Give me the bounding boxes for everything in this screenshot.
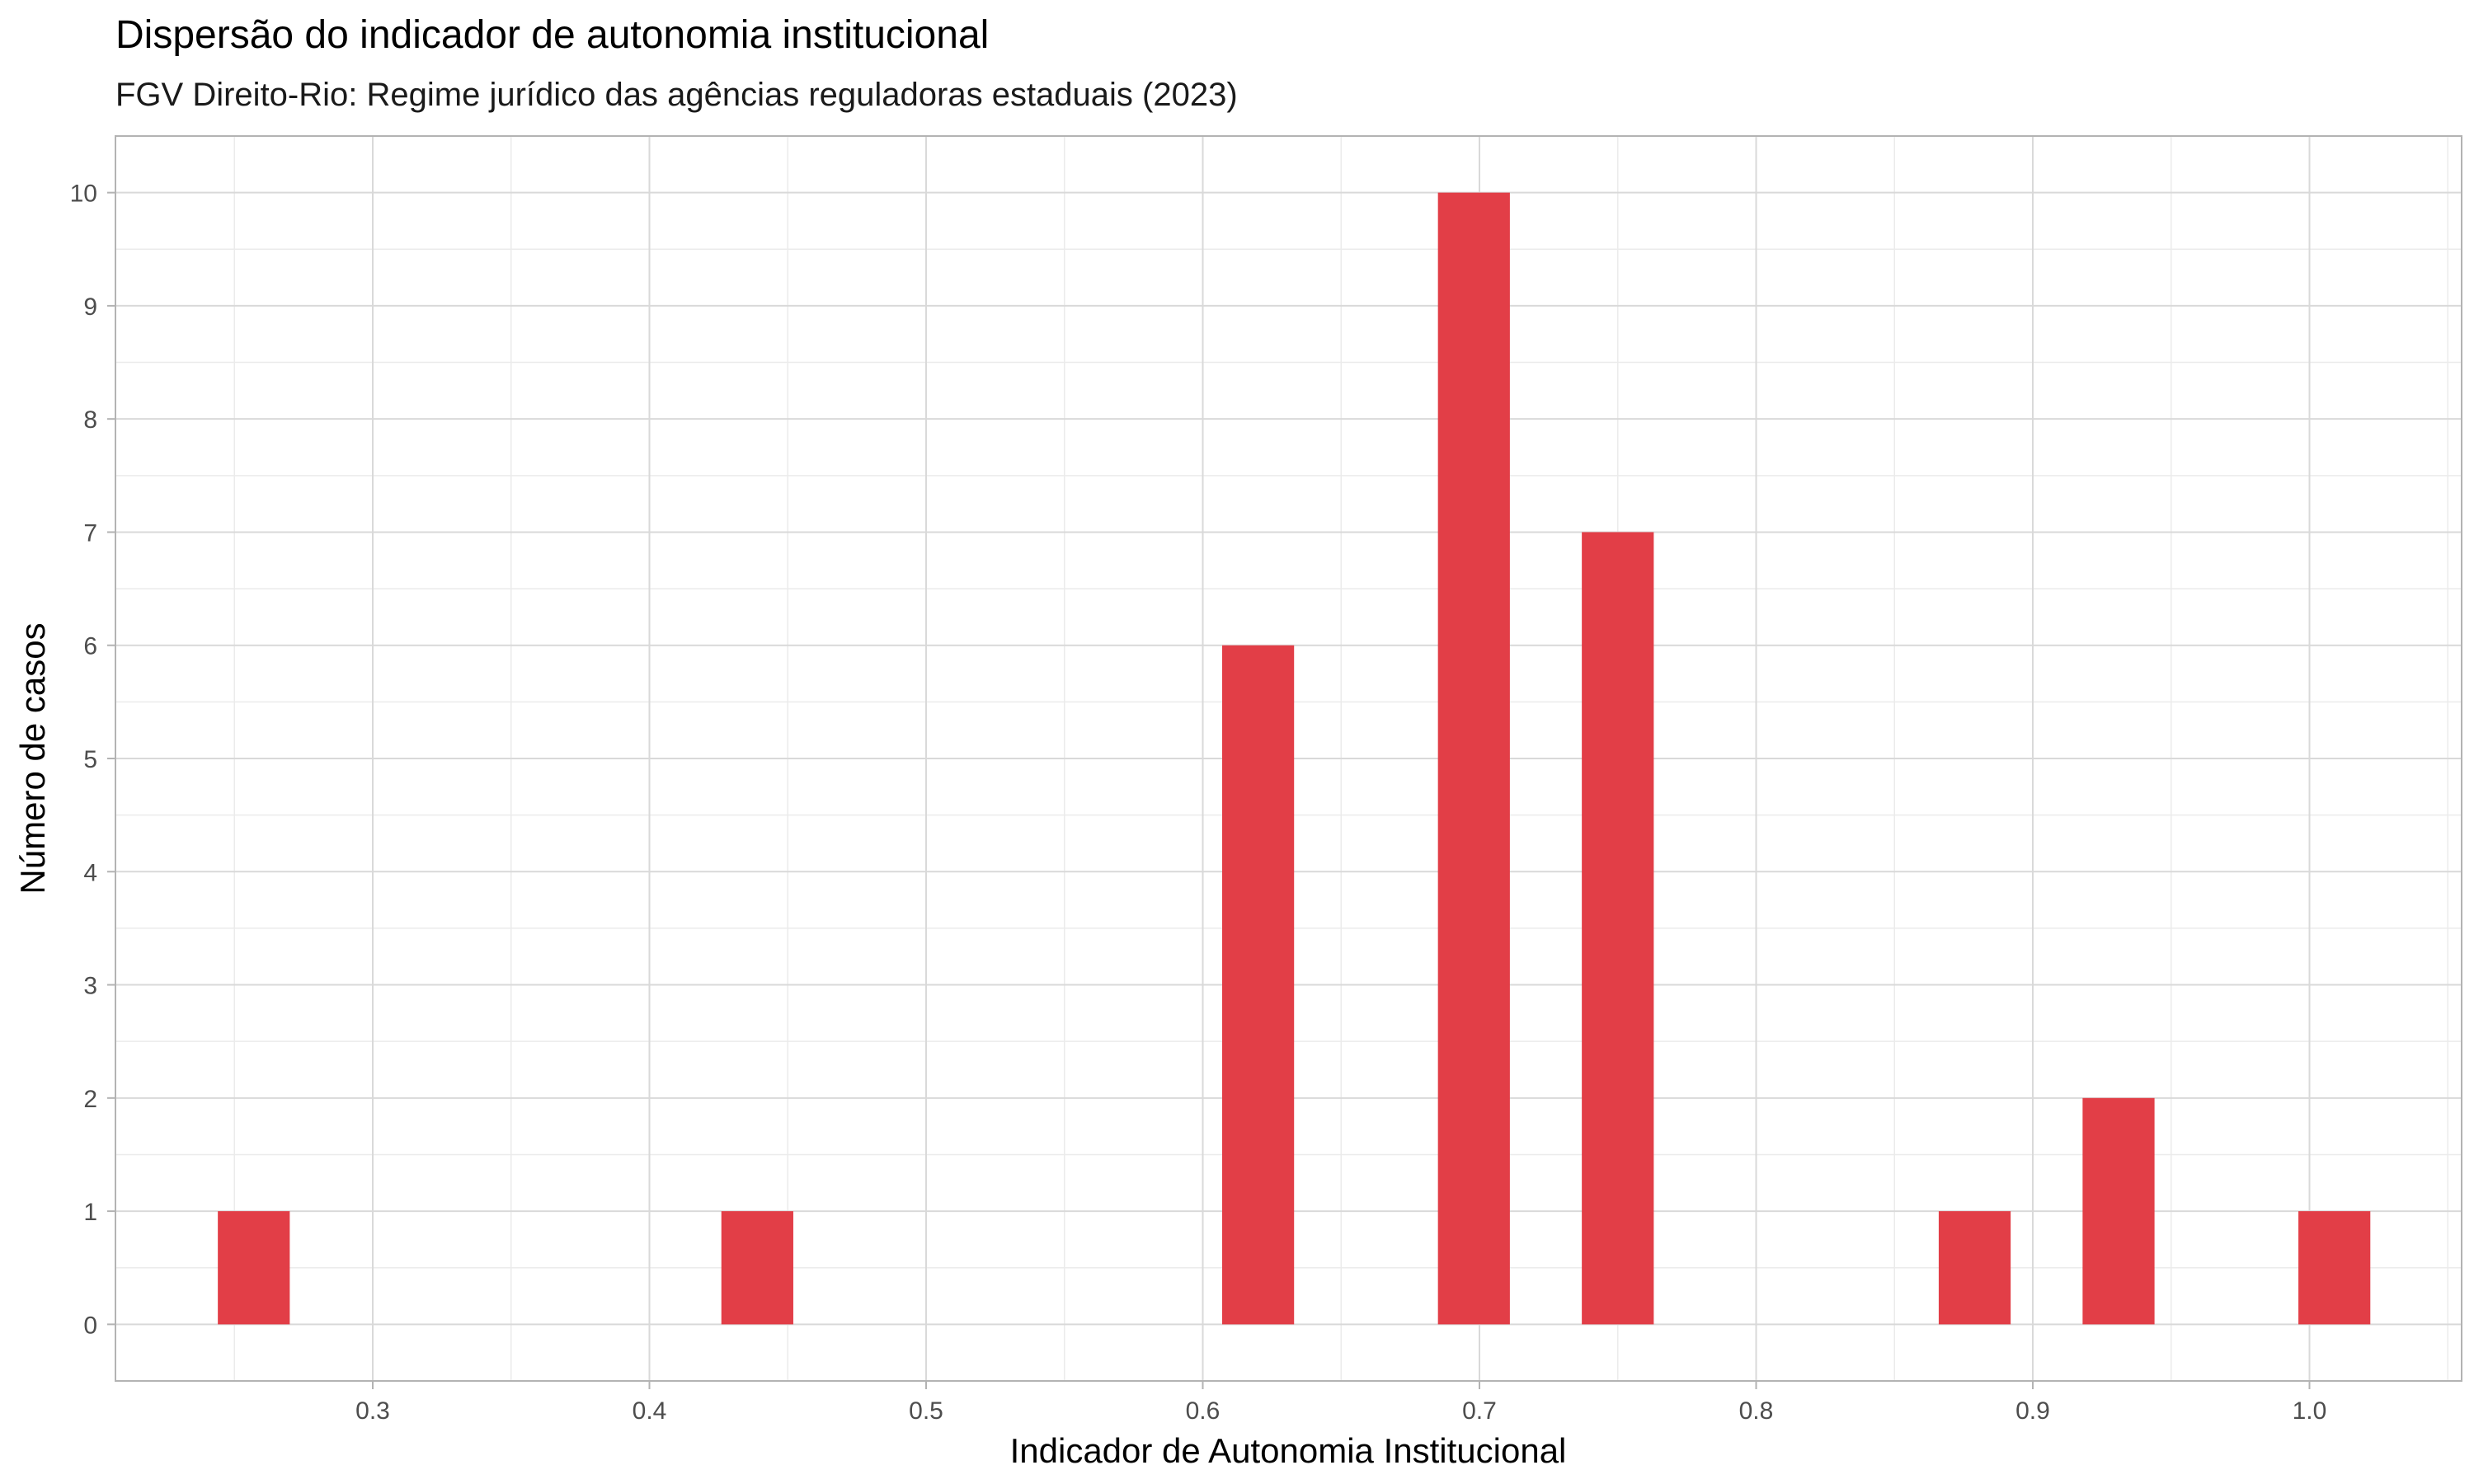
y-tick-label: 7 xyxy=(83,519,97,547)
chart-title: Dispersão do indicador de autonomia inst… xyxy=(115,13,989,57)
x-axis-ticks: 0.3 0.4 0.5 0.6 0.7 0.8 0.9 1.0 xyxy=(355,1381,2326,1425)
y-tick-label: 4 xyxy=(83,859,97,886)
y-axis-ticks: 0 1 2 3 4 5 6 7 8 9 10 xyxy=(70,181,115,1339)
x-tick-label: 0.7 xyxy=(1462,1397,1497,1425)
histogram-bar xyxy=(721,1211,793,1325)
histogram-bars xyxy=(218,192,2371,1325)
y-tick-label: 8 xyxy=(83,406,97,434)
x-tick-label: 0.8 xyxy=(1739,1397,1774,1425)
histogram-bar xyxy=(1221,645,1295,1325)
x-tick-label: 0.9 xyxy=(2015,1397,2050,1425)
histogram-bar xyxy=(1437,192,1510,1325)
x-axis-title: Indicador de Autonomia Institucional xyxy=(1010,1431,1567,1470)
y-tick-label: 10 xyxy=(70,181,97,208)
x-tick-label: 0.3 xyxy=(355,1397,390,1425)
x-tick-label: 1.0 xyxy=(2293,1397,2327,1425)
histogram-bar xyxy=(2082,1097,2155,1325)
x-tick-label: 0.6 xyxy=(1186,1397,1221,1425)
y-tick-label: 9 xyxy=(83,294,97,321)
chart-subtitle: FGV Direito-Rio: Regime jurídico das agê… xyxy=(115,77,1238,113)
y-tick-label: 3 xyxy=(83,973,97,1000)
y-tick-label: 1 xyxy=(83,1199,97,1226)
histogram-bar xyxy=(1938,1211,2011,1325)
y-tick-label: 2 xyxy=(83,1086,97,1113)
y-axis-title: Número de casos xyxy=(13,622,52,894)
histogram-bar xyxy=(2298,1211,2371,1325)
x-tick-label: 0.5 xyxy=(909,1397,943,1425)
histogram-bar xyxy=(218,1211,290,1325)
y-tick-label: 0 xyxy=(83,1312,97,1339)
y-tick-label: 6 xyxy=(83,633,97,660)
y-tick-label: 5 xyxy=(83,746,97,773)
histogram-bar xyxy=(1582,532,1654,1325)
x-tick-label: 0.4 xyxy=(633,1397,667,1425)
